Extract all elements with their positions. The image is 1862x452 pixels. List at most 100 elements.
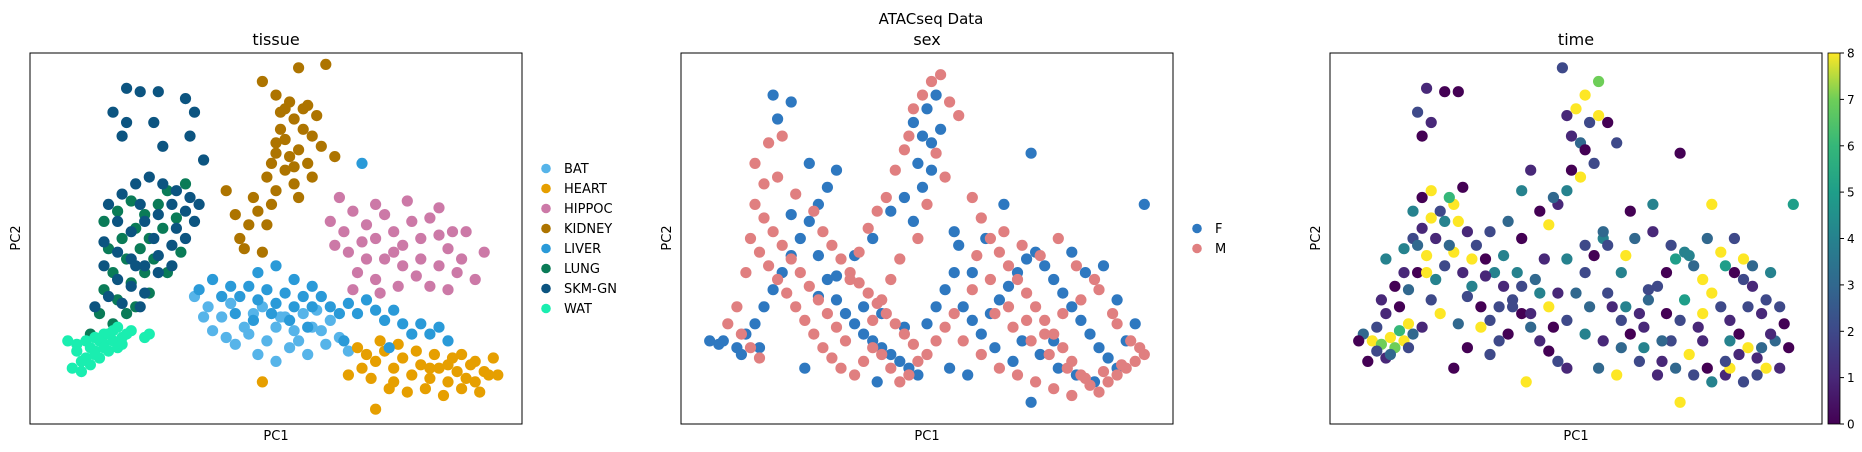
tissue-point-skm-gn-45 — [148, 232, 160, 245]
sex-point-m-114 — [785, 253, 797, 265]
tissue-point-liver-7 — [261, 284, 273, 296]
tissue-point-wat-29 — [98, 342, 110, 354]
time-point-193 — [1746, 280, 1759, 292]
sex-point-f-53 — [1021, 253, 1033, 265]
time-point-9 — [1384, 331, 1396, 344]
sex-point-m-3 — [758, 178, 770, 190]
tissue-point-liver-10 — [288, 301, 300, 313]
time-point-87 — [1778, 318, 1790, 330]
tissue-point-skm-gn-8 — [188, 106, 201, 118]
sex-point-m-82 — [1021, 314, 1033, 326]
tissue-point-hippoc-15 — [379, 253, 391, 265]
tissue-point-heart-26 — [428, 348, 440, 361]
time-point-162 — [1602, 116, 1614, 129]
sex-point-m-41 — [953, 110, 965, 122]
time-point-110 — [1602, 239, 1614, 251]
tissue-point-kidney-17 — [247, 191, 259, 204]
time-point-24 — [1439, 215, 1451, 227]
tissue-point-skm-gn-42 — [166, 260, 178, 272]
time-point-30 — [1425, 212, 1437, 224]
time-point-60 — [1579, 144, 1591, 156]
sex-point-m-16 — [898, 328, 911, 340]
tissue-point-hippoc-10 — [424, 212, 436, 224]
tissue-point-hippoc-26 — [424, 280, 436, 292]
tissue-point-hippoc-35 — [410, 270, 422, 282]
time-point-65 — [1534, 205, 1546, 217]
sex-point-m-123 — [744, 342, 757, 354]
time-point-54 — [1561, 110, 1573, 122]
sex-point-m-17 — [907, 338, 920, 350]
time-point-202 — [1638, 321, 1650, 333]
sex-point-f-45 — [885, 205, 897, 217]
time-point-123 — [1647, 226, 1659, 238]
time-point-17 — [1362, 355, 1374, 367]
legend-label-f: F — [1215, 222, 1222, 237]
time-point-0 — [1421, 82, 1433, 94]
time-point-118 — [1448, 362, 1460, 374]
sex-plot-area — [680, 52, 1174, 425]
tissue-point-skm-gn-6 — [148, 116, 160, 129]
tissue-point-kidney-24 — [329, 151, 341, 163]
sex-point-m-37 — [916, 89, 929, 101]
tissue-point-skm-gn-39 — [116, 297, 128, 309]
tissue-point-heart-33 — [442, 359, 454, 371]
sex-point-m-124 — [753, 352, 766, 364]
tissue-point-skm-gn-34 — [98, 260, 110, 272]
tissue-point-liver-3 — [225, 280, 237, 292]
tissue-point-liver-1 — [207, 273, 219, 286]
tissue-point-heart-25 — [410, 345, 422, 357]
sex-point-m-90 — [975, 348, 987, 361]
tissue-point-liver-14 — [324, 301, 336, 313]
tissue-point-heart-36 — [256, 376, 268, 388]
sex-point-f-8 — [794, 232, 806, 245]
tissue-point-kidney-33 — [274, 106, 287, 118]
sex-point-m-119 — [740, 267, 752, 279]
time-point-187 — [1457, 267, 1469, 279]
sex-point-m-67 — [1111, 369, 1123, 381]
time-point-56 — [1579, 89, 1591, 101]
tissue-point-kidney-25 — [306, 171, 318, 183]
time-point-120 — [1597, 226, 1609, 238]
legend-marker-heart — [541, 183, 551, 194]
time-point-93 — [1683, 348, 1695, 361]
time-point-33 — [1452, 215, 1464, 227]
time-point-41 — [1525, 321, 1537, 333]
sex-point-f-65 — [1129, 318, 1141, 330]
sex-point-m-105 — [867, 342, 879, 354]
tissue-point-kidney-11 — [261, 171, 273, 183]
tissue-point-heart-29 — [483, 369, 495, 381]
tissue-point-bat-16 — [324, 314, 336, 326]
sex-point-m-12 — [862, 287, 874, 299]
time-point-203 — [1620, 301, 1632, 313]
sex-point-f-88 — [953, 239, 965, 251]
colorbar-tick-label-4: 4 — [1847, 232, 1855, 246]
time-point-122 — [1620, 250, 1632, 262]
sex-point-m-15 — [889, 318, 901, 330]
sex-point-m-132 — [1107, 308, 1119, 320]
sex-point-m-109 — [830, 321, 843, 333]
time-point-185 — [1425, 185, 1437, 197]
sex-point-f-85 — [966, 267, 978, 279]
time-point-130 — [1783, 342, 1795, 354]
sex-point-m-115 — [776, 239, 788, 251]
tissue-point-bat-17 — [229, 338, 241, 350]
time-point-20 — [1402, 284, 1415, 296]
time-point-103 — [1656, 355, 1668, 367]
tissue-point-liver-18 — [360, 294, 373, 306]
tissue-xlabel: PC1 — [263, 429, 288, 444]
time-point-114 — [1479, 270, 1492, 282]
time-point-151 — [1579, 328, 1591, 340]
time-point-109 — [1715, 246, 1727, 258]
tissue-point-kidney-23 — [315, 140, 327, 152]
tissue-point-heart-12 — [460, 372, 472, 384]
time-point-157 — [1688, 369, 1700, 381]
sex-point-m-57 — [1021, 287, 1033, 299]
time-point-188 — [1466, 280, 1478, 292]
time-point-210 — [1484, 348, 1496, 361]
time-point-153 — [1615, 342, 1627, 354]
sex-point-m-126 — [998, 226, 1010, 238]
tissue-point-skm-gn-35 — [112, 273, 124, 286]
tissue-point-hippoc-29 — [370, 198, 382, 210]
tissue-point-kidney-32 — [293, 62, 305, 74]
tissue-point-hippoc-14 — [360, 253, 373, 265]
